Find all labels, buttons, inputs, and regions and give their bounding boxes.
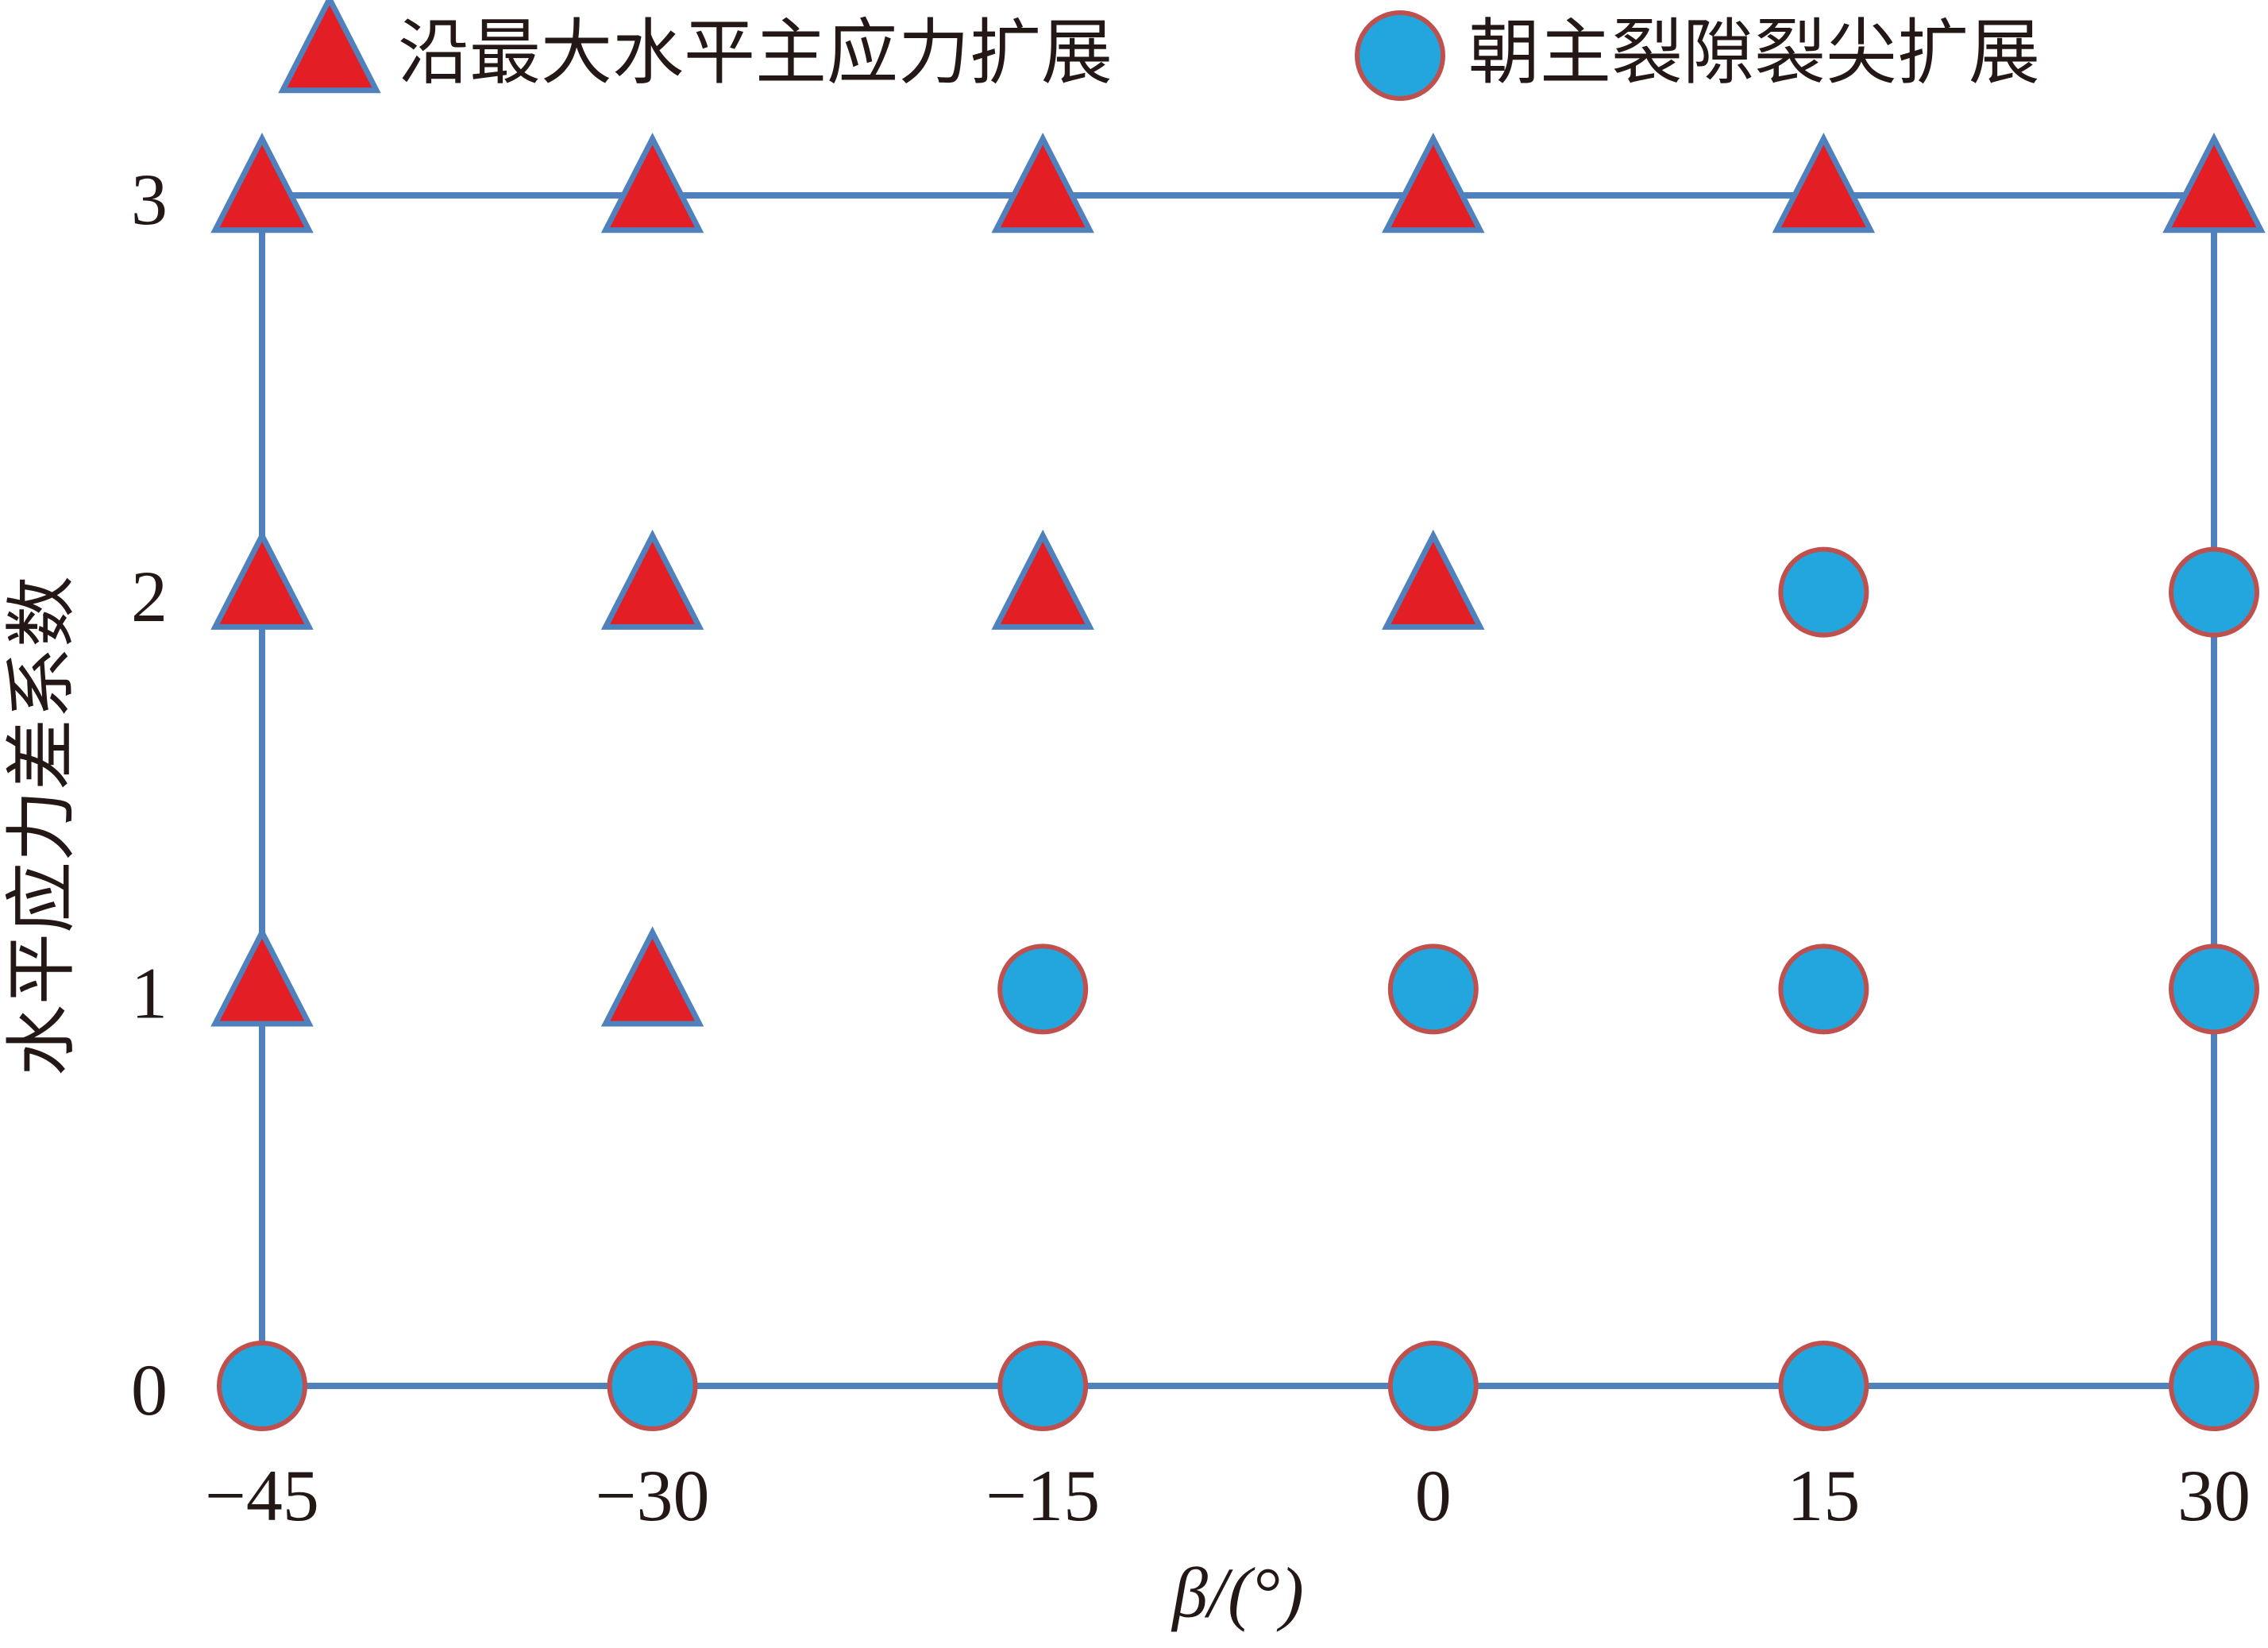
scatter-point (997, 1341, 1089, 1431)
legend-label: 朝主裂隙裂尖扩展 (1468, 11, 2040, 95)
scatter-point (2162, 133, 2266, 233)
x-axis-label: β/(°) (1171, 1554, 1304, 1633)
x-tick-label: 0 (1415, 1455, 1452, 1536)
scatter-point (210, 133, 314, 233)
scatter-point (1382, 133, 1485, 233)
scatter-point (1382, 529, 1485, 630)
scatter-point (991, 529, 1094, 630)
x-tick-label: 30 (2177, 1455, 2251, 1536)
scatter-point (1778, 944, 1869, 1035)
scatter-point (600, 529, 704, 630)
scatter-point (1778, 1341, 1869, 1431)
scatter-point (991, 133, 1094, 233)
scatter-point (1387, 1341, 1479, 1431)
legend-marker (278, 0, 381, 94)
scatter-point (2169, 546, 2259, 638)
scatter-point (1387, 944, 1479, 1035)
scatter-point (997, 944, 1089, 1035)
legend-marker (1355, 10, 1445, 101)
legend-label: 沿最大水平主应力扩展 (398, 11, 1113, 95)
x-tick-label: −45 (205, 1455, 319, 1536)
y-axis-label: 水平应力差系数 (0, 576, 83, 1076)
scatter-point (2169, 1341, 2259, 1431)
scatter-point (210, 529, 314, 630)
scatter-point (600, 926, 704, 1027)
x-tick-label: 15 (1787, 1455, 1860, 1536)
scatter-point (210, 926, 314, 1027)
y-tick-label: 1 (131, 952, 168, 1033)
scatter-point (2169, 944, 2259, 1035)
scatter-point (1778, 546, 1869, 638)
scatter-point (217, 1341, 307, 1431)
y-tick-label: 3 (131, 159, 168, 240)
y-tick-label: 2 (131, 556, 168, 637)
plot-frame (259, 192, 2217, 1389)
y-tick-label: 0 (131, 1349, 168, 1430)
scatter-point (607, 1341, 698, 1431)
scatter-point (600, 133, 704, 233)
x-tick-label: −30 (596, 1455, 710, 1536)
scatter-point (1772, 133, 1876, 233)
x-tick-label: −15 (986, 1455, 1100, 1536)
